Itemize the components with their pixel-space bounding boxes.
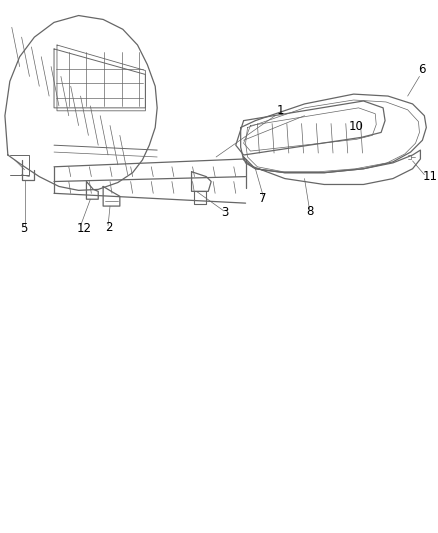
- Text: 6: 6: [418, 63, 426, 76]
- Text: 1: 1: [277, 104, 285, 117]
- Text: 10: 10: [349, 120, 364, 133]
- Text: 12: 12: [77, 222, 92, 235]
- Text: 3: 3: [221, 206, 228, 219]
- Text: 7: 7: [259, 192, 267, 205]
- Text: 8: 8: [307, 205, 314, 218]
- Text: 5: 5: [20, 222, 27, 235]
- Text: 2: 2: [105, 221, 113, 233]
- Text: 11: 11: [422, 169, 438, 183]
